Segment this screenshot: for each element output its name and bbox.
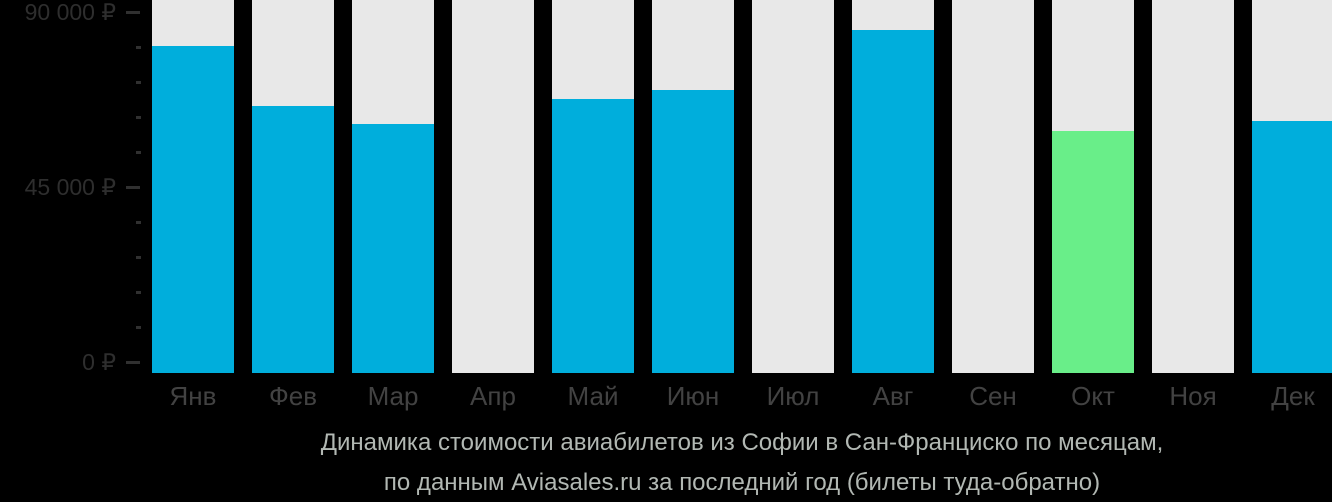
y-axis-label-0: 0 ₽ [82,349,116,375]
price-bar-5[interactable] [552,99,634,373]
y-axis-minor-tick [136,326,141,329]
x-axis-month-labels: Янв Фев Мар Апр Май Июн Июл Авг Сен Окт Ноя Дек [152,378,1332,414]
chart-column-12 [1252,0,1332,373]
chart-column-7 [752,0,834,373]
y-axis-minor-tick [136,81,141,84]
month-label-3: Мар [367,381,419,411]
y-axis-minor-tick [136,116,141,119]
plot-area [152,0,1332,373]
month-label-12: Дек [1271,381,1315,411]
chart-column-4 [452,0,534,373]
chart-column-10 [1052,0,1134,373]
price-bar-1[interactable] [152,46,234,373]
y-axis-minor-tick [136,46,141,49]
chart-column-2 [252,0,334,373]
y-axis-minor-tick [136,256,141,259]
month-label-11: Ноя [1169,381,1217,411]
price-bar-2[interactable] [252,106,334,373]
y-axis-minor-tick [136,221,141,224]
chart-column-8 [852,0,934,373]
y-axis-label-90000: 90 000 ₽ [24,0,116,25]
y-axis-major-tick [126,11,140,14]
chart-subtitle: по данным Aviasales.ru за последний год … [383,469,1101,496]
y-axis-major-tick [126,186,140,189]
chart-column-1 [152,0,234,373]
chart-column-3 [352,0,434,373]
month-label-8: Авг [872,381,914,411]
month-label-4: Апр [470,381,516,411]
price-bar-3[interactable] [352,124,434,373]
chart-column-5 [552,0,634,373]
month-label-1: Янв [169,381,217,411]
chart-column-11 [1152,0,1234,373]
price-bar-8[interactable] [852,30,934,373]
chart-title: Динамика стоимости авиабилетов из Софии … [320,429,1164,456]
month-label-5: Май [567,381,619,411]
chart-column-6 [652,0,734,373]
month-label-10: Окт [1071,381,1115,411]
y-axis-label-45000: 45 000 ₽ [24,174,116,200]
chart-caption: Динамика стоимости авиабилетов из Софии … [152,423,1332,502]
month-label-6: Июн [666,381,720,411]
month-label-9: Сен [969,381,1017,411]
y-axis-minor-tick [136,151,141,154]
chart-column-9 [952,0,1034,373]
month-label-7: Июл [766,381,820,411]
y-axis-minor-tick [136,291,141,294]
month-label-2: Фев [268,381,318,411]
price-bar-12[interactable] [1252,121,1332,373]
price-bar-10[interactable] [1052,131,1134,373]
price-bar-6[interactable] [652,90,734,373]
y-axis-major-tick [126,361,140,364]
